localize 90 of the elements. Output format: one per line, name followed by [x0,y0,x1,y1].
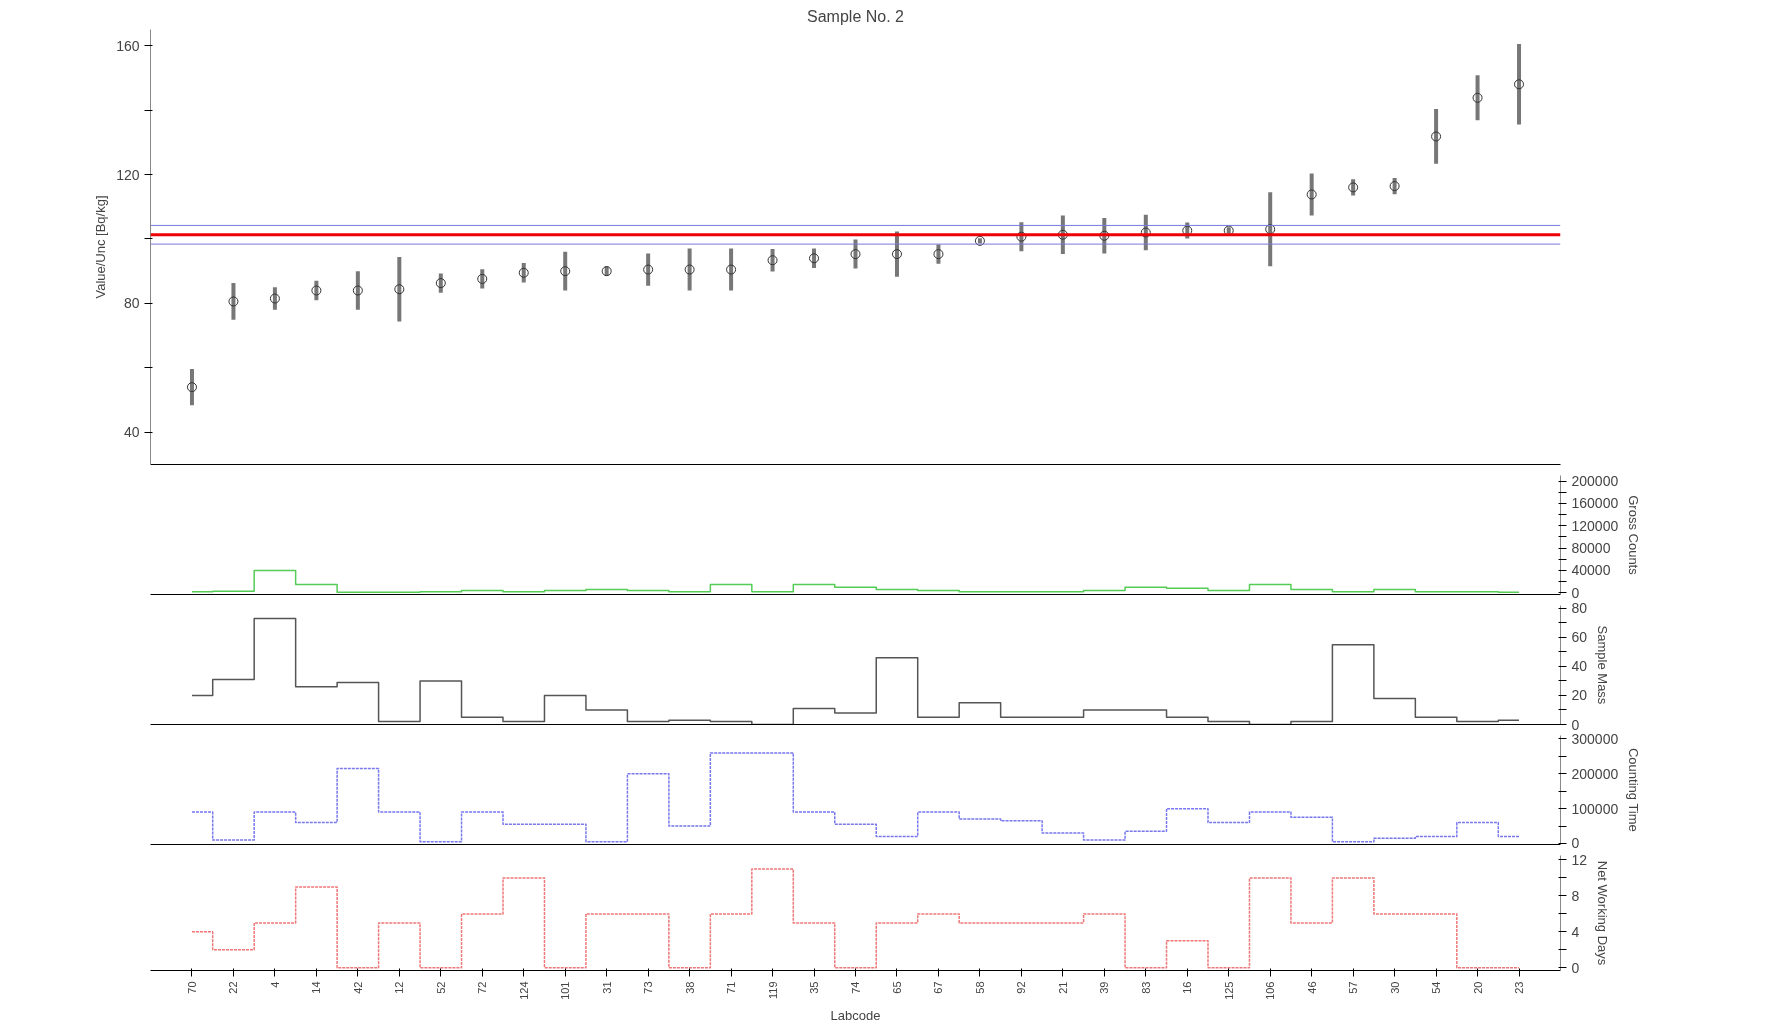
point [1016,231,1027,242]
y2-tick-label: 200000 [1571,473,1619,490]
x-tick-label: 67 [932,981,945,994]
y2-tick-label: 4 [1571,923,1580,940]
x-tick-label: 73 [642,981,655,994]
x-tick-label: 72 [476,981,489,994]
x-axis-title: Labcode [830,1007,881,1023]
x-tick-label: 22 [227,981,240,994]
y-tick-label: 40 [123,424,140,441]
point [767,255,778,266]
point [726,264,737,275]
point [477,273,488,284]
y2-tick-label: 120000 [1571,517,1619,534]
x-tick-label: 57 [1347,981,1360,994]
point [809,253,820,264]
x-tick-label: 20 [1471,981,1484,994]
point [311,285,322,296]
point [1057,229,1068,240]
point [850,249,861,260]
x-tick-label: 42 [351,981,364,994]
point [518,267,529,278]
point [684,264,695,275]
x-tick-label: 101 [559,981,572,1000]
x-tick-label: 16 [1181,981,1194,994]
point [394,284,405,295]
y2-tick-label: 200000 [1571,765,1619,782]
x-tick-label: 12 [393,981,406,994]
y2-tick-label: 300000 [1571,730,1619,747]
point [1265,224,1276,235]
x-tick-label: 54 [1430,981,1443,994]
point [186,382,197,393]
point [1514,79,1525,90]
y2-tick-label: 80000 [1571,540,1611,557]
y-axis-title: Value/Unc [Bq/kg] [93,195,109,299]
y2-tick-label: 80 [1571,600,1588,617]
point [1306,189,1317,200]
y2-tick-label: 100000 [1571,800,1619,817]
x-tick-label: 83 [1139,981,1152,994]
y2-axis-title: Gross Counts [1626,495,1642,576]
x-tick-label: 119 [766,981,779,1000]
y2-axis-title: Net Working Days [1595,860,1611,966]
x-tick-label: 125 [1222,981,1235,1000]
point [352,285,363,296]
y2-tick-label: 8 [1571,887,1580,904]
point [228,296,239,307]
x-tick-label: 14 [310,981,323,994]
x-tick-label: 38 [683,981,696,994]
point [1099,230,1110,241]
point [435,278,446,289]
x-tick-label: 30 [1388,981,1401,994]
point [891,249,902,260]
y2-tick-label: 0 [1571,584,1580,601]
x-tick-label: 74 [849,981,862,994]
point [643,264,654,275]
y2-tick-label: 0 [1571,716,1580,733]
y2-tick-label: 60 [1571,629,1588,646]
y2-axis-title: Counting Time [1626,747,1642,832]
x-tick-label: 58 [973,981,986,994]
y2-tick-label: 12 [1571,851,1588,868]
point [1431,131,1442,142]
x-tick-label: 23 [1513,981,1526,994]
point [560,266,571,277]
y-tick-label: 80 [123,295,140,312]
x-tick-label: 21 [1056,981,1069,994]
y2-tick-label: 0 [1571,835,1580,852]
chart-title: Sample No. 2 [807,7,905,25]
x-tick-label: 124 [517,981,530,1000]
x-tick-label: 39 [1098,981,1111,994]
x-tick-label: 46 [1305,981,1318,994]
point [1140,227,1151,238]
x-tick-label: 92 [1015,981,1028,994]
y2-tick-label: 160000 [1571,495,1619,512]
x-tick-label: 71 [725,981,738,994]
y2-tick-label: 40 [1571,658,1588,675]
y-tick-label: 160 [116,37,140,54]
y2-tick-label: 20 [1571,687,1588,704]
point [269,293,280,304]
y2-tick-label: 0 [1571,959,1580,976]
y2-tick-label: 40000 [1571,562,1611,579]
y2-axis-title: Sample Mass [1595,625,1611,705]
x-tick-label: 31 [600,981,613,994]
x-tick-label: 65 [890,981,903,994]
x-tick-label: 4 [268,981,281,988]
x-tick-label: 106 [1264,981,1277,1000]
y-tick-label: 120 [116,166,140,183]
x-tick-label: 35 [808,981,821,994]
point [1472,92,1483,103]
x-tick-label: 70 [185,981,198,994]
x-tick-label: 52 [434,981,447,994]
point [933,249,944,260]
